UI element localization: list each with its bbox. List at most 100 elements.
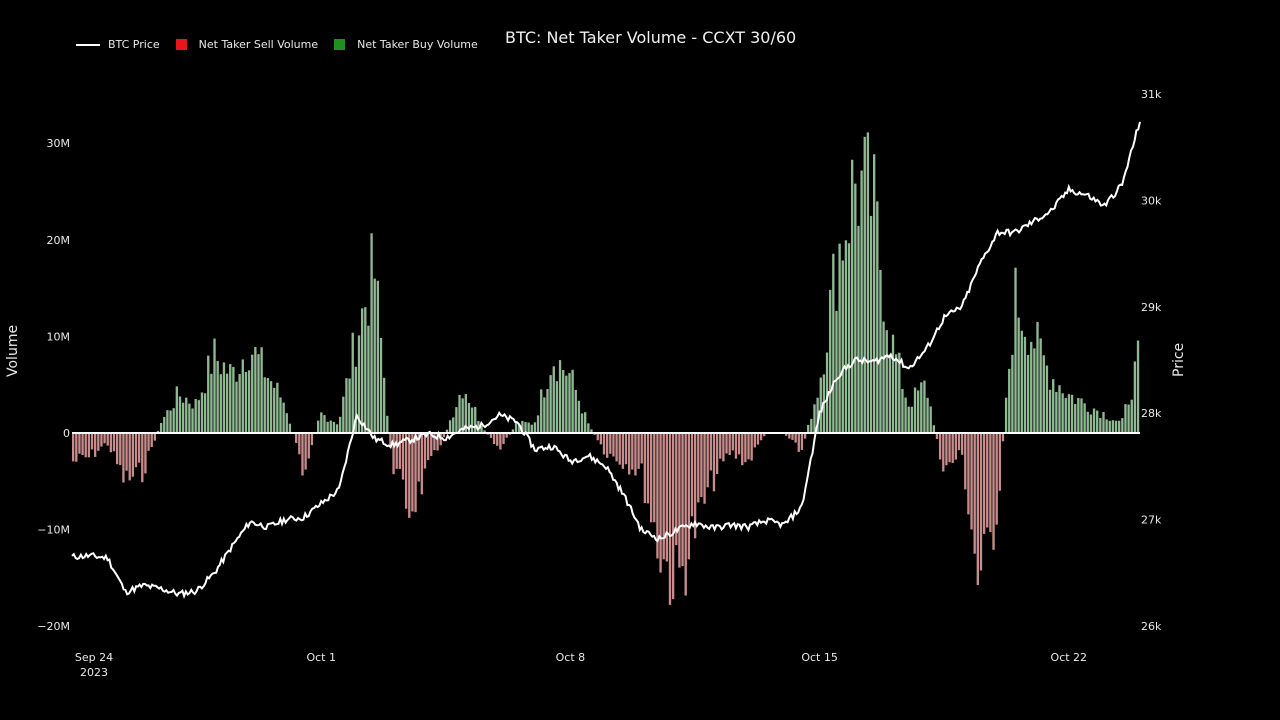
buy-volume-bar xyxy=(470,407,474,433)
legend-swatch-sell xyxy=(175,39,187,50)
sell-volume-bar xyxy=(719,433,722,459)
sell-volume-bar xyxy=(712,433,716,492)
buy-volume-bar xyxy=(367,325,370,433)
sell-volume-bar xyxy=(131,433,135,477)
sell-volume-bar xyxy=(681,433,684,567)
sell-volume-bar xyxy=(307,433,310,459)
buy-volume-bar xyxy=(1089,414,1093,433)
buy-volume-bar xyxy=(474,406,477,433)
sell-volume-bar xyxy=(395,433,398,469)
x-tick-label: Oct 8 xyxy=(556,651,586,664)
sell-volume-bar xyxy=(599,433,603,445)
sell-volume-bar xyxy=(492,433,496,444)
sell-volume-bar xyxy=(115,433,119,465)
buy-volume-bar xyxy=(219,374,222,433)
buy-volume-bar xyxy=(929,406,932,433)
buy-volume-bar xyxy=(273,387,276,433)
right-tick-label: 27k xyxy=(1141,514,1162,527)
sell-volume-bar xyxy=(942,433,945,472)
left-tick-label: 30M xyxy=(47,137,71,150)
sell-volume-bar xyxy=(728,433,731,456)
sell-volume-bar xyxy=(442,433,445,438)
sell-volume-bar xyxy=(665,433,669,562)
buy-volume-bar xyxy=(282,402,285,433)
buy-volume-bar xyxy=(251,354,254,433)
buy-volume-bar xyxy=(1114,420,1118,433)
sell-volume-bar xyxy=(640,433,643,464)
buy-volume-bar xyxy=(869,215,873,433)
buy-volume-bar xyxy=(345,378,348,433)
sell-volume-bar xyxy=(414,433,417,513)
sell-volume-bar xyxy=(763,433,766,437)
buy-volume-bar xyxy=(360,308,364,433)
legend-swatch-price xyxy=(76,43,100,46)
buy-volume-bar xyxy=(191,408,194,433)
sell-volume-bar xyxy=(128,433,131,481)
buy-volume-bar xyxy=(590,429,593,433)
buy-volume-bar xyxy=(920,382,923,433)
sell-volume-bar xyxy=(103,433,106,444)
volume-bars xyxy=(72,132,1140,605)
buy-volume-bar xyxy=(1033,348,1036,433)
buy-volume-bar xyxy=(445,429,449,433)
buy-volume-bar xyxy=(860,170,863,433)
legend-item-sell[interactable]: Net Taker Sell Volume xyxy=(175,38,318,51)
legend-item-price[interactable]: BTC Price xyxy=(76,38,160,51)
right-tick-label: 26k xyxy=(1141,620,1162,633)
buy-volume-bar xyxy=(329,420,332,433)
buy-volume-bar xyxy=(882,321,885,433)
buy-volume-bar xyxy=(1036,321,1039,433)
legend-item-buy[interactable]: Net Taker Buy Volume xyxy=(334,38,478,51)
sell-volume-bar xyxy=(938,433,942,460)
buy-volume-bar xyxy=(894,354,898,433)
sell-volume-bar xyxy=(144,433,147,474)
sell-volume-bar xyxy=(310,433,314,446)
sell-volume-bar xyxy=(693,433,697,539)
buy-volume-bar xyxy=(574,389,577,433)
sell-volume-bar xyxy=(653,433,656,523)
buy-volume-bar xyxy=(577,400,581,433)
x-tick-label: Oct 1 xyxy=(306,651,336,664)
sell-volume-bar xyxy=(502,433,505,445)
sell-volume-bar xyxy=(659,433,662,573)
sell-volume-bar xyxy=(389,433,392,448)
buy-volume-bar xyxy=(288,423,292,433)
buy-volume-bar xyxy=(1086,411,1089,433)
sell-volume-bar xyxy=(957,433,961,451)
x-tick-label: Sep 24 xyxy=(75,651,113,664)
buy-volume-bar xyxy=(213,338,216,433)
sell-volume-bar xyxy=(417,433,420,482)
buy-volume-bar xyxy=(907,406,910,433)
buy-volume-bar xyxy=(1118,420,1121,433)
buy-volume-bar xyxy=(241,359,244,433)
buy-volume-bar xyxy=(1096,410,1099,433)
buy-volume-bar xyxy=(185,397,188,433)
buy-volume-bar xyxy=(455,407,458,433)
sell-volume-bar xyxy=(734,433,738,459)
sell-volume-bar xyxy=(153,433,157,441)
buy-volume-bar xyxy=(838,243,841,433)
buy-volume-bar xyxy=(514,422,518,433)
buy-volume-bar xyxy=(1124,404,1127,433)
buy-volume-bar xyxy=(1052,379,1055,433)
buy-volume-bar xyxy=(326,421,329,433)
buy-volume-bar xyxy=(458,394,461,433)
chart-legend[interactable]: BTC Price Net Taker Sell Volume Net Take… xyxy=(76,38,494,51)
buy-volume-bar xyxy=(1008,368,1011,433)
buy-volume-bar xyxy=(521,420,524,433)
buy-volume-bar xyxy=(1111,420,1115,433)
buy-volume-bar xyxy=(813,404,816,433)
buy-volume-bar xyxy=(916,390,920,433)
buy-volume-bar xyxy=(285,413,288,433)
left-tick-label: 0 xyxy=(63,427,70,440)
sell-volume-bar xyxy=(646,433,650,504)
y-axis-label-price: Price xyxy=(1171,342,1187,377)
buy-volume-bar xyxy=(169,410,172,433)
buy-volume-bar xyxy=(835,310,838,433)
legend-label-price: BTC Price xyxy=(108,38,160,51)
right-tick-label: 28k xyxy=(1141,407,1162,420)
buy-volume-bar xyxy=(819,377,822,433)
sell-volume-bar xyxy=(97,433,100,451)
buy-volume-bar xyxy=(244,371,248,433)
sell-volume-bar xyxy=(637,433,640,469)
